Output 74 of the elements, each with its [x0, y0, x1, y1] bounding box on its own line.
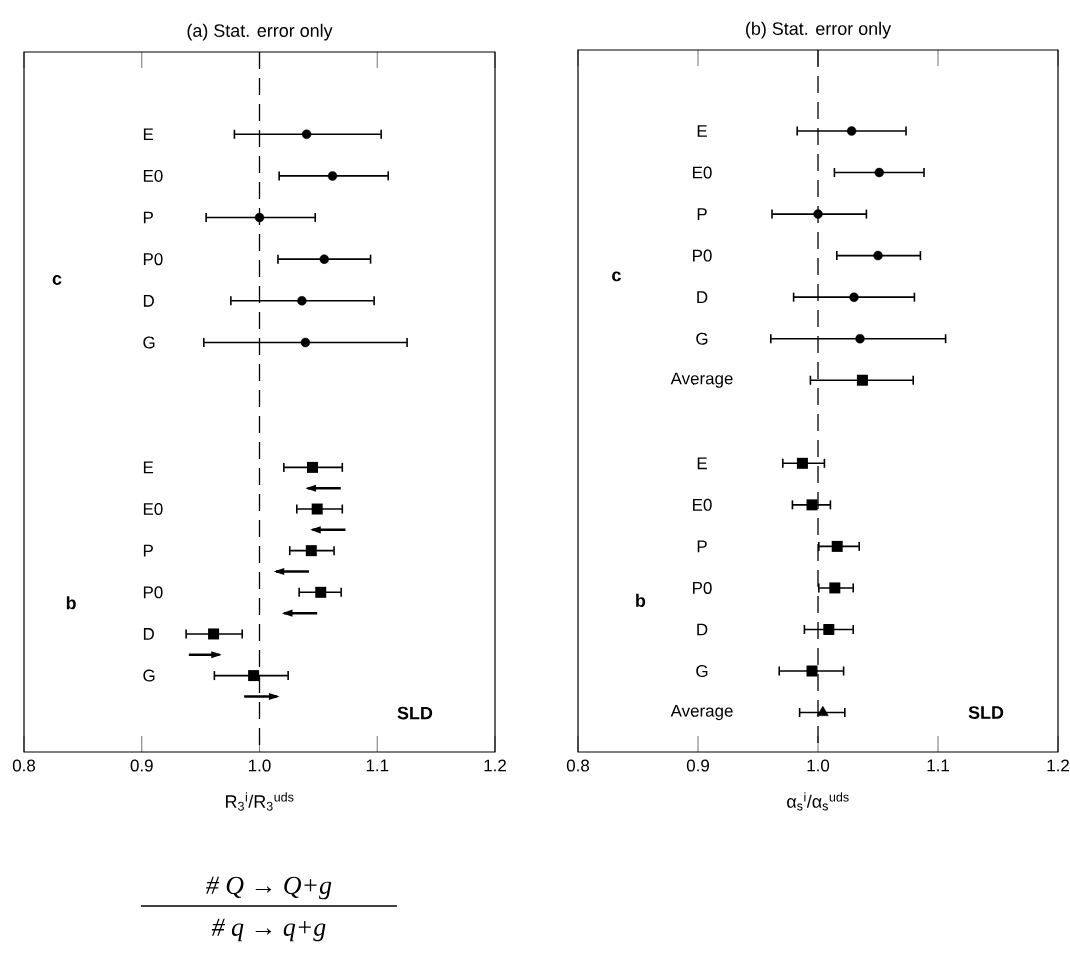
- text: # q → q+g: [211, 918, 326, 942]
- y-tick-label: P0: [143, 253, 163, 266]
- y-tick-label: E: [697, 125, 707, 137]
- y-tick-label: D: [143, 628, 154, 640]
- y-tick-label: P: [697, 540, 707, 553]
- point: [806, 665, 818, 677]
- point: [301, 129, 312, 139]
- y-tick-label: E0: [143, 503, 163, 516]
- x-tick-label: 0.9: [130, 759, 153, 772]
- x-tick-label: 1.2: [484, 759, 506, 772]
- x-tick-label: 1.2: [1047, 759, 1069, 772]
- y-tick-label: Average: [670, 372, 733, 388]
- y-tick-label: E0: [143, 169, 163, 182]
- y-tick-label: E0: [693, 166, 712, 179]
- y-tick-label: E: [143, 461, 154, 474]
- chart-title: (a) Stat. error only: [187, 23, 333, 41]
- x-tick-label: 1.0: [249, 759, 271, 772]
- point: [806, 499, 818, 511]
- annotation: SLD: [968, 706, 1004, 719]
- point: [846, 126, 857, 136]
- x-tick-label: 1.0: [807, 759, 830, 772]
- annotation: b: [66, 596, 76, 610]
- y-tick-label: P: [143, 211, 153, 224]
- point: [823, 623, 835, 635]
- chart-title: (b) Stat. error only: [746, 21, 892, 39]
- annotation: b: [636, 593, 646, 607]
- y-tick-label: G: [143, 336, 155, 349]
- point: [829, 582, 841, 594]
- point: [297, 296, 307, 306]
- x-axis-title: α$_{s}$$^{i}$/α$_{s}$uds: [787, 792, 849, 811]
- point: [305, 545, 317, 557]
- text: # Q → Q+g: [206, 876, 332, 900]
- y-tick-label: P0: [143, 586, 163, 599]
- y-tick-label: G: [696, 665, 708, 678]
- x-tick-label: 1.1: [927, 759, 949, 772]
- point: [311, 503, 323, 515]
- y-tick-label: G: [143, 669, 155, 682]
- point: [849, 292, 859, 302]
- y-tick-label: E0: [693, 498, 712, 511]
- point: [327, 171, 338, 181]
- point: [873, 250, 883, 261]
- annotation: c: [612, 271, 621, 282]
- point: [248, 670, 260, 682]
- point: [816, 705, 829, 716]
- point: [315, 586, 327, 598]
- y-tick-label: D: [143, 294, 154, 307]
- x-tick-label: 1.1: [366, 759, 389, 772]
- y-tick-label: P0: [693, 581, 712, 594]
- y-tick-label: E: [143, 128, 154, 141]
- y-tick-label: Average: [670, 704, 733, 721]
- y-tick-label: D: [697, 291, 708, 303]
- point: [831, 540, 843, 552]
- x-tick-label: 0.8: [12, 759, 36, 772]
- y-tick-label: E: [697, 457, 707, 470]
- annotation: c: [52, 275, 62, 285]
- annotation: SLD: [397, 706, 433, 720]
- y-tick-label: G: [696, 332, 708, 345]
- x-tick-label: 0.9: [686, 759, 709, 772]
- y-tick-label: D: [697, 623, 708, 636]
- point: [319, 254, 329, 264]
- point: [300, 337, 311, 348]
- point: [855, 334, 865, 344]
- y-tick-label: P: [697, 208, 707, 220]
- y-tick-label: P: [143, 544, 153, 557]
- point: [796, 457, 808, 469]
- point: [254, 212, 265, 223]
- point: [813, 209, 823, 219]
- point: [874, 167, 884, 178]
- x-tick-label: 0.8: [566, 759, 590, 772]
- point: [856, 374, 868, 386]
- x-axis-title: R$_{3}$$^{i}$/R$_{3}$uds: [226, 792, 294, 811]
- point: [208, 628, 220, 640]
- y-tick-label: P0: [693, 249, 712, 262]
- point: [306, 461, 318, 473]
